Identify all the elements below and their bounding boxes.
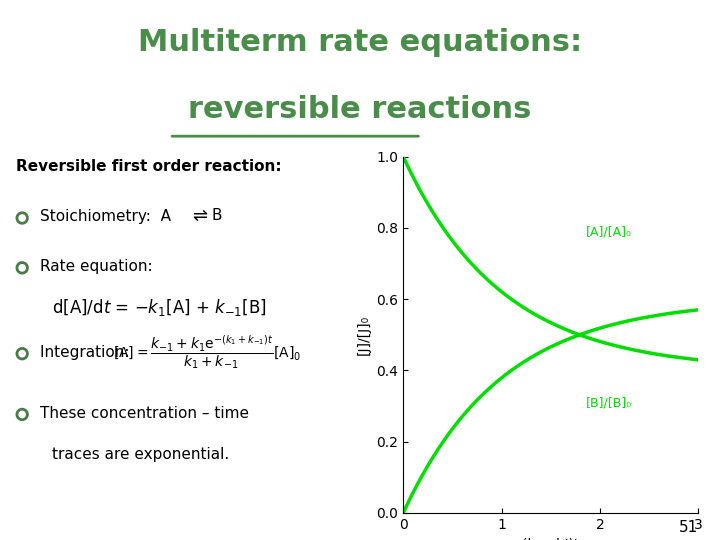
- Text: traces are exponential.: traces are exponential.: [53, 448, 230, 462]
- Text: These concentration – time: These concentration – time: [40, 406, 249, 421]
- Text: Stoichiometry:  A: Stoichiometry: A: [40, 208, 176, 224]
- Text: Rate equation:: Rate equation:: [40, 259, 153, 274]
- Text: ⇌: ⇌: [192, 207, 207, 225]
- Text: [B]/[B]₀: [B]/[B]₀: [586, 396, 632, 409]
- Text: Integration:: Integration:: [40, 345, 135, 360]
- Text: B: B: [212, 208, 222, 224]
- Text: reversible reactions: reversible reactions: [189, 95, 531, 124]
- Text: Reversible first order reaction:: Reversible first order reaction:: [16, 159, 282, 174]
- X-axis label: (k + k’)t: (k + k’)t: [522, 537, 580, 540]
- Text: 51: 51: [679, 519, 698, 535]
- Text: [A]/[A]₀: [A]/[A]₀: [586, 225, 632, 238]
- Text: d[A]/d$t$ = $-k_1$[A] + $k_{-1}$[B]: d[A]/d$t$ = $-k_1$[A] + $k_{-1}$[B]: [53, 296, 267, 318]
- Text: Multiterm rate equations:: Multiterm rate equations:: [138, 28, 582, 57]
- Y-axis label: [J]/[J]₀: [J]/[J]₀: [357, 315, 371, 355]
- Text: $[\mathrm{A}] = \dfrac{k_{-1} + k_1 \mathrm{e}^{-(k_1+k_{-1})t}}{k_1 + k_{-1}}[\: $[\mathrm{A}] = \dfrac{k_{-1} + k_1 \mat…: [113, 334, 301, 372]
